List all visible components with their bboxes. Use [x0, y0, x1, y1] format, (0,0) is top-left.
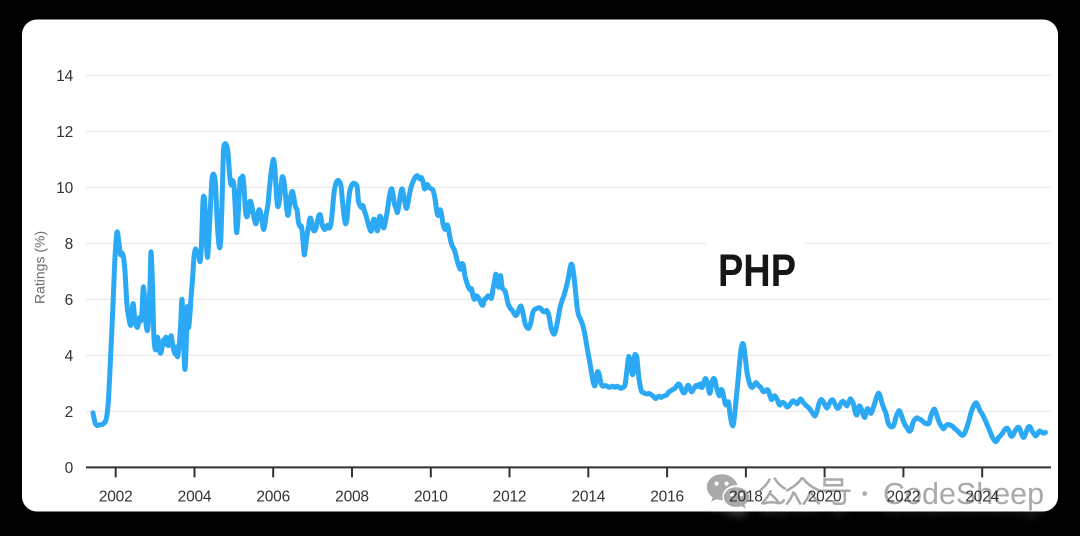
svg-text:12: 12: [56, 124, 73, 141]
svg-text:6: 6: [65, 292, 73, 309]
svg-text:CodeSheep: CodeSheep: [883, 477, 1044, 511]
svg-text:2022: 2022: [887, 489, 921, 506]
svg-text:2004: 2004: [178, 489, 212, 506]
svg-text:Ratings (%): Ratings (%): [32, 231, 48, 304]
svg-text:2: 2: [65, 404, 73, 421]
svg-text:2012: 2012: [493, 489, 527, 506]
svg-text:4: 4: [65, 348, 74, 365]
svg-text:2010: 2010: [414, 489, 448, 506]
svg-text:2014: 2014: [571, 489, 605, 506]
svg-text:8: 8: [65, 236, 73, 253]
svg-text:2002: 2002: [99, 489, 133, 506]
svg-text:2008: 2008: [335, 489, 369, 506]
svg-text:2024: 2024: [965, 489, 999, 506]
svg-text:2020: 2020: [808, 489, 842, 506]
svg-text:2018: 2018: [729, 489, 763, 506]
svg-text:2006: 2006: [256, 489, 290, 506]
svg-text:14: 14: [56, 68, 73, 85]
svg-text:2016: 2016: [650, 489, 684, 506]
svg-text:PHP: PHP: [718, 245, 796, 296]
svg-text:0: 0: [65, 460, 74, 477]
svg-text:10: 10: [56, 180, 73, 197]
